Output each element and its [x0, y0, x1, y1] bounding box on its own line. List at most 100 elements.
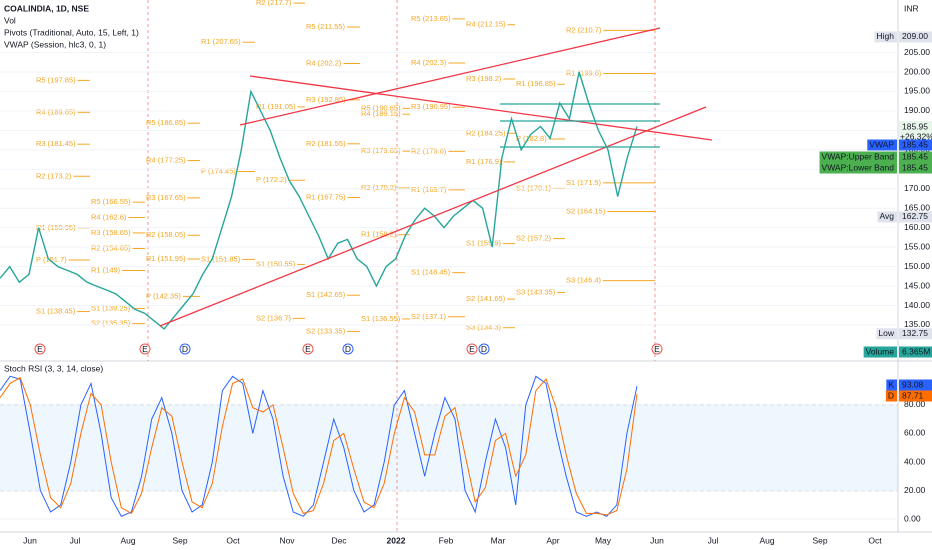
badge-value: 185.45 — [902, 139, 928, 149]
pivot-label: R2 (181.55) — [306, 139, 346, 148]
x-tick-label: Jun — [650, 535, 664, 545]
pivot-label: R1 (196.85) — [516, 79, 556, 88]
pivot-label: R4 (202.2) — [306, 58, 342, 67]
x-tick-label: Aug — [759, 535, 774, 545]
indicator-label: Pivots (Traditional, Auto, 15, Left, 1) — [4, 27, 139, 37]
pivot-label: R5 (186.85) — [146, 118, 186, 127]
event-marker — [302, 343, 314, 355]
x-tick-label: Oct — [868, 535, 882, 545]
badge-value-bg — [899, 379, 932, 391]
indicator-label: VWAP (Session, hlc3, 0, 1) — [4, 39, 106, 49]
pivot-label: R3 (198.2) — [466, 74, 502, 83]
event-label: E — [469, 344, 475, 354]
pivot-label: S1 (138.45) — [36, 307, 76, 316]
x-tick-label: Jul — [708, 535, 719, 545]
badge-label-bg — [886, 379, 897, 391]
badge-value: 6.365M — [902, 346, 930, 356]
pivot-label: R4 (162.6) — [91, 213, 127, 222]
pivot-label: S2 (157.2) — [516, 234, 552, 243]
y-tick-label: 165.00 — [904, 202, 930, 212]
x-tick-label: Sep — [172, 535, 187, 545]
pivot-label: R2 (217.7) — [256, 0, 292, 7]
trend-line — [249, 75, 713, 141]
event-marker — [466, 343, 478, 355]
y-tick-label: 200.00 — [904, 66, 930, 76]
last-price-bg — [899, 121, 932, 143]
pivot-label: R2 (173.2) — [36, 171, 72, 180]
pivot-label: S2 (141.65) — [466, 294, 506, 303]
pivot-label: S1 (151.85) — [201, 254, 241, 263]
x-tick-label: Aug — [120, 535, 135, 545]
x-tick-label: Apr — [546, 535, 559, 545]
badge-label-bg — [874, 31, 897, 43]
pivot-label: R5 (197.85) — [36, 75, 76, 84]
x-tick-label: Feb — [439, 535, 454, 545]
y-tick-label: 20.00 — [904, 485, 926, 495]
pivot-label: R2 (179.6) — [411, 146, 447, 155]
event-marker — [342, 343, 354, 355]
event-marker — [179, 343, 191, 355]
pivot-label: R1 (149) — [91, 265, 121, 274]
badge-label: VWAP — [869, 139, 894, 149]
pivot-label: S2 (164.15) — [566, 207, 606, 216]
stoch-line — [0, 375, 638, 517]
badge-value: 93.08 — [902, 379, 924, 389]
y-tick-label: 140.00 — [904, 300, 930, 310]
event-marker — [139, 343, 151, 355]
trend-line — [239, 27, 661, 126]
event-label: E — [142, 344, 148, 354]
event-marker — [478, 343, 490, 355]
event-marker — [34, 343, 46, 355]
badge-value-bg — [899, 31, 932, 43]
x-tick-label: 2022 — [387, 535, 406, 545]
event-label: D — [481, 344, 487, 354]
pivot-label: R4 (189.15) — [361, 109, 401, 118]
stoch-title: Stoch RSI (3, 3, 14, close) — [4, 363, 103, 373]
pivot-label: R2 (184.25) — [466, 128, 506, 137]
pivot-label: R1 (207.65) — [201, 37, 241, 46]
y-tick-label: 145.00 — [904, 280, 930, 290]
badge-label: D — [888, 390, 894, 400]
pivot-label: P (151.7) — [36, 255, 67, 264]
pivot-label: S3 (143.35) — [516, 287, 556, 296]
stoch-band — [0, 404, 898, 491]
pivot-label: R5 (190.65) — [361, 103, 401, 112]
badge-value-bg — [899, 328, 932, 340]
pivot-label: S1 (150.55) — [256, 259, 296, 268]
pivot-label: R1 (176.9) — [466, 157, 502, 166]
pivot-label: R4 (189.65) — [36, 107, 76, 116]
x-tick-label: May — [595, 535, 612, 545]
pivot-label: S1 (136.55) — [361, 314, 401, 323]
pivot-label: R3 (179.65) — [361, 146, 401, 155]
x-tick-label: Mar — [491, 535, 506, 545]
pivot-label: R1 (191.05) — [256, 102, 296, 111]
pivot-label: P (172.2) — [256, 175, 287, 184]
pivot-label: R2 (170.2) — [361, 183, 397, 192]
pivot-label: S3 (134.3) — [466, 323, 502, 332]
trend-line — [159, 106, 707, 327]
badge-value-bg — [899, 162, 932, 174]
pivot-label: R4 (212.15) — [466, 20, 506, 29]
symbol-title: COALINDIA, 1D, NSE — [4, 3, 89, 13]
pivot-label: R1 (169.7) — [411, 185, 447, 194]
event-label: D — [345, 344, 351, 354]
badge-value: 185.45 — [902, 151, 928, 161]
badge-value: 185.45 — [902, 162, 928, 172]
pivot-label: R5 (211.55) — [306, 22, 346, 31]
y-tick-label: 40.00 — [904, 456, 926, 466]
badge-label: VWAP:Upper Band — [822, 151, 895, 161]
event-label: E — [654, 344, 660, 354]
x-tick-label: Oct — [226, 535, 240, 545]
badge-value: 87.71 — [902, 390, 924, 400]
pivot-label: R1 (151.95) — [146, 254, 186, 263]
pivot-label: S1 (148.45) — [411, 268, 451, 277]
badge-label-bg — [877, 211, 897, 223]
pivot-label: P (174.45) — [201, 166, 236, 175]
x-tick-label: Jun — [23, 535, 37, 545]
event-label: D — [182, 344, 188, 354]
badge-value-bg — [899, 211, 932, 223]
pivot-label: R4 (177.25) — [146, 156, 186, 165]
badge-label-bg — [885, 390, 897, 402]
x-tick-label: Sep — [812, 535, 827, 545]
badge-value: 209.00 — [902, 31, 928, 41]
